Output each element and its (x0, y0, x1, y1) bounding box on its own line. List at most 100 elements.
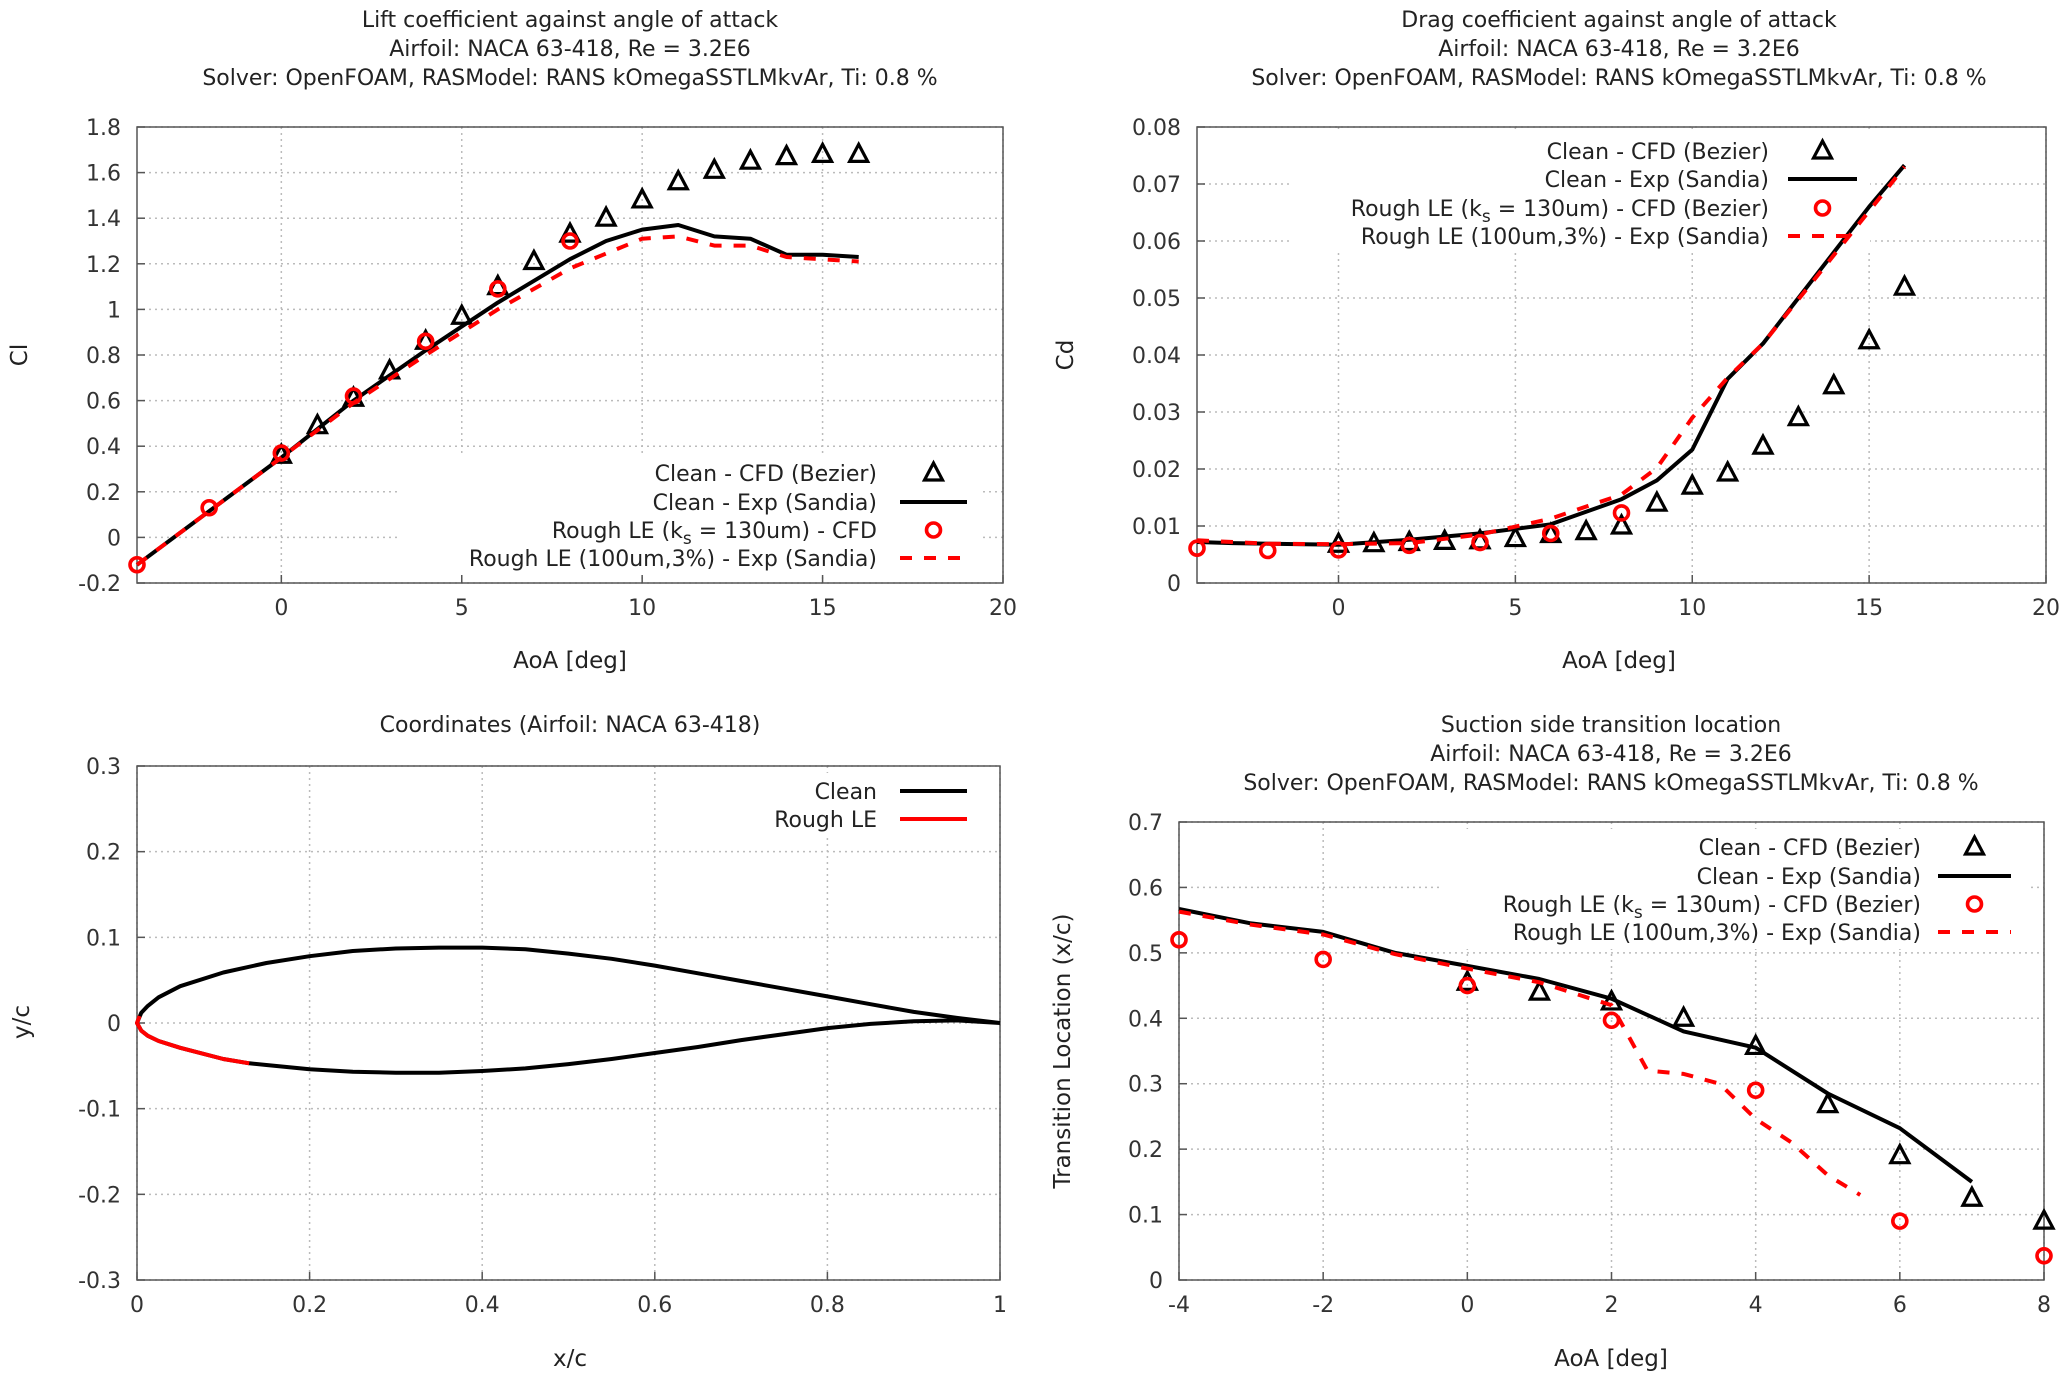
y-tick-label: 0.08 (1132, 116, 1181, 141)
y-tick-label: 0.06 (1132, 230, 1181, 255)
y-tick-label: 0.7 (1128, 811, 1163, 836)
chart-title-line: Solver: OpenFOAM, RASModel: RANS kOmegaS… (202, 66, 937, 91)
series-line (135, 223, 859, 567)
data-point-triangle (2032, 1207, 2056, 1230)
legend-background (400, 455, 980, 575)
data-point-circle (128, 555, 146, 574)
series-line (135, 945, 1001, 1075)
y-tick-label: 0 (107, 1012, 121, 1037)
data-point-triangle (558, 220, 582, 243)
y-tick-label: 0.2 (86, 481, 121, 506)
data-point-triangle (1503, 525, 1528, 548)
y-tick-label: 1.8 (86, 116, 121, 141)
series-dashed (1178, 909, 1862, 1197)
data-point-triangle (1822, 372, 1846, 395)
legend-marker-triangle (1810, 137, 1835, 160)
y-tick-label: 0.07 (1132, 173, 1181, 198)
chart-title-line: Airfoil: NACA 63-418, Re = 3.2E6 (389, 37, 751, 62)
chart-coords: Coordinates (Airfoil: NACA 63-418) 0 0.2 0.… (9, 713, 1007, 1372)
data-point-circle (416, 332, 435, 351)
series-solid (1196, 163, 1907, 547)
y-tick-label: 0.5 (1128, 942, 1163, 967)
legend-label: Rough LE (100um,3%) - Exp (Sandia) (469, 547, 877, 572)
y-tick-label: 0.05 (1132, 287, 1181, 312)
x-tick-label: 2 (1605, 1293, 1619, 1318)
x-tick-label: -2 (1312, 1293, 1334, 1318)
legend-label: Clean - CFD (Bezier) (1547, 140, 1769, 165)
y-tick-label: 0 (107, 526, 121, 551)
y-tick-label: 0.1 (1128, 1204, 1163, 1229)
data-point-triangle (847, 140, 871, 163)
y-axis-label: y/c (9, 1005, 35, 1039)
chart-title-line: Solver: OpenFOAM, RASModel: RANS kOmegaS… (1251, 66, 1986, 91)
y-tick-label: 0.4 (1128, 1007, 1163, 1032)
legend-marker-triangle (921, 459, 946, 482)
data-point-circle (1541, 524, 1560, 543)
data-point-triangle (1527, 978, 1552, 1001)
x-tick-label: 20 (2032, 596, 2060, 621)
series-triangle (1326, 273, 1917, 553)
x-tick-label: 0.4 (465, 1293, 500, 1318)
x-tick-label: 20 (989, 596, 1017, 621)
data-point-triangle (1680, 472, 1704, 495)
y-tick-label: 0.4 (86, 435, 121, 460)
y-tick-label: 1.6 (86, 162, 121, 187)
x-tick-label: 15 (809, 596, 837, 621)
chart-transition: Suction side transition location Airfoil:… (1050, 713, 2056, 1372)
y-tick-label: 0.6 (86, 390, 121, 415)
data-point-triangle (522, 248, 546, 271)
x-tick-label: 0 (274, 596, 288, 621)
legend-label: Clean - CFD (Bezier) (1699, 836, 1921, 861)
chart-title-line: Drag coefficient against angle of attack (1401, 8, 1837, 33)
data-point-triangle (1671, 1004, 1696, 1027)
series-circle (1170, 930, 2053, 1265)
legend-label: Clean - Exp (Sandia) (653, 491, 877, 516)
series-line (1178, 909, 1862, 1197)
chart-title-line: Suction side transition location (1441, 713, 1781, 738)
legend-background (1290, 133, 1870, 253)
x-tick-label: 0 (1332, 596, 1346, 621)
chart-title-line: Airfoil: NACA 63-418, Re = 3.2E6 (1430, 742, 1792, 767)
series-solid (135, 1015, 250, 1066)
y-tick-label: 0.01 (1132, 515, 1181, 540)
data-point-triangle (810, 140, 835, 163)
legend-label: Clean - CFD (Bezier) (655, 462, 877, 487)
legend-label: Clean - Exp (Sandia) (1697, 865, 1921, 890)
x-tick-label: 0 (130, 1293, 144, 1318)
data-point-circle (1314, 950, 1332, 969)
legend-label: Rough LE (774, 808, 877, 833)
x-tick-label: 5 (455, 596, 469, 621)
chart-drag: Drag coefficient against angle of attack… (1053, 8, 2060, 674)
legend-label: Clean - Exp (Sandia) (1545, 168, 1769, 193)
x-tick-label: -4 (1168, 1293, 1190, 1318)
y-tick-label: 0.02 (1132, 458, 1181, 483)
series-line (1196, 165, 1907, 547)
chart-title-line: Solver: OpenFOAM, RASModel: RANS kOmegaS… (1243, 771, 1978, 796)
data-point-circle (1612, 504, 1631, 522)
series-solid (135, 223, 859, 567)
data-point-triangle (1645, 489, 1669, 512)
y-tick-label: 1.2 (86, 253, 121, 278)
series-solid (1178, 907, 1974, 1184)
legend-marker-circle (1813, 199, 1832, 217)
legend-label: Rough LE (100um,3%) - Exp (Sandia) (1513, 921, 1921, 946)
x-tick-label: 8 (2037, 1293, 2051, 1318)
data-point-circle (561, 232, 579, 250)
series-solid (135, 945, 1001, 1075)
y-tick-label: -0.2 (78, 1183, 121, 1208)
y-tick-label: 1.4 (86, 207, 121, 232)
x-tick-label: 0.2 (292, 1293, 327, 1318)
data-point-circle (1746, 1081, 1765, 1100)
data-point-triangle (1816, 1091, 1840, 1114)
data-point-triangle (666, 168, 690, 191)
legend-marker-triangle (1962, 833, 1987, 856)
legend-marker-circle (1965, 895, 1984, 913)
data-point-triangle (738, 147, 763, 170)
series-line (1178, 907, 1974, 1184)
y-tick-label: 0.2 (86, 841, 121, 866)
legend-label: Clean (815, 780, 877, 805)
legend-background (740, 773, 980, 835)
x-tick-label: 0 (1460, 1293, 1474, 1318)
y-tick-label: 1 (107, 298, 121, 323)
